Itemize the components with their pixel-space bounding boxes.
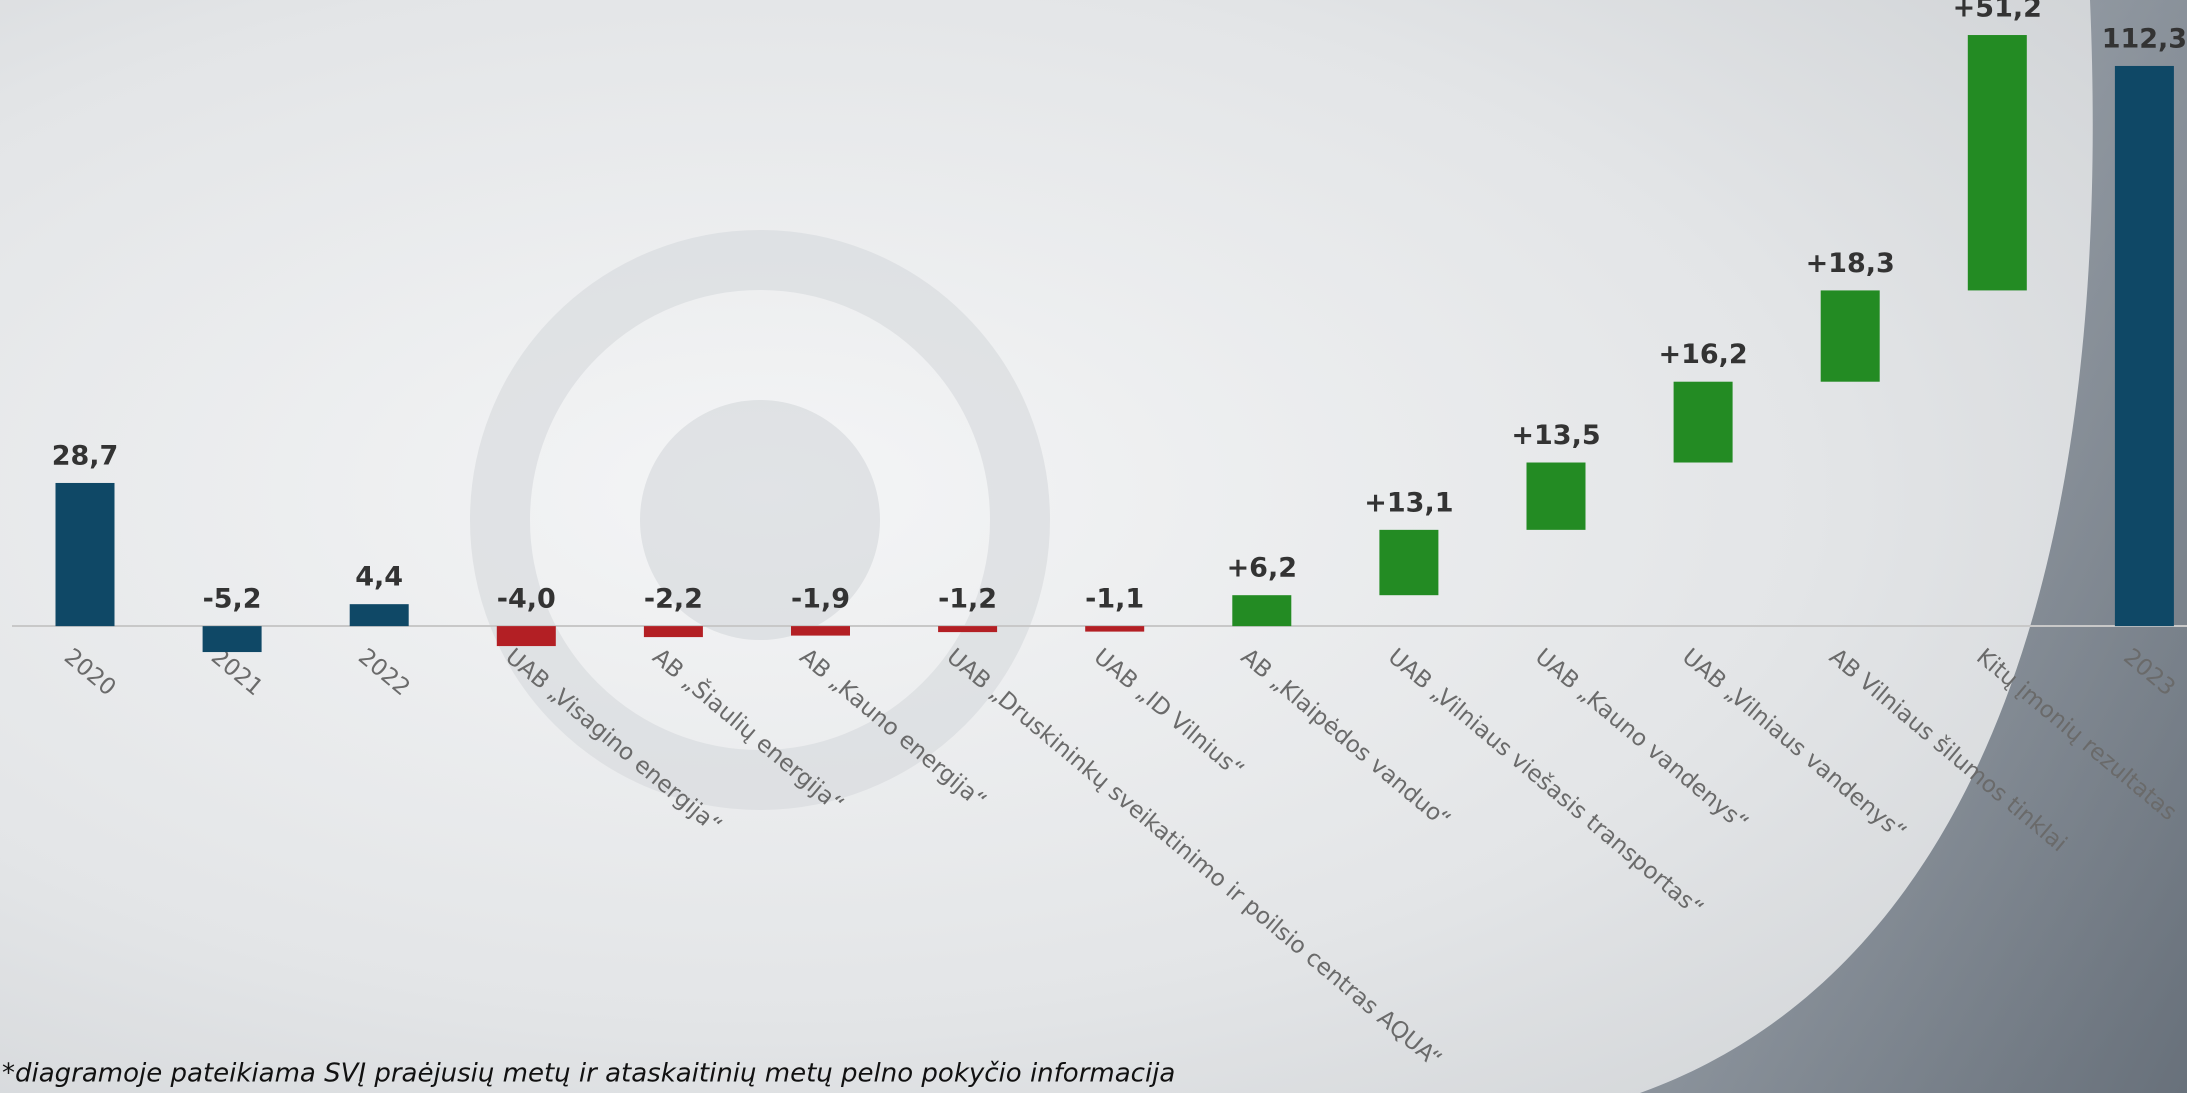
value-label: +16,2 bbox=[1658, 339, 1747, 370]
bar bbox=[202, 626, 262, 653]
bar bbox=[643, 626, 703, 638]
value-label: -1,1 bbox=[1085, 584, 1144, 615]
value-label: -4,0 bbox=[497, 584, 556, 615]
bar bbox=[1526, 462, 1586, 530]
value-label: +6,2 bbox=[1227, 553, 1297, 584]
bar bbox=[1967, 35, 2027, 291]
value-label: +18,3 bbox=[1806, 248, 1895, 279]
bar bbox=[55, 482, 115, 627]
gear-shape bbox=[640, 400, 880, 640]
bar bbox=[1673, 381, 1733, 463]
value-label: -1,2 bbox=[938, 584, 997, 615]
value-label: +13,5 bbox=[1511, 420, 1600, 451]
value-label: 4,4 bbox=[355, 562, 403, 593]
bar bbox=[1085, 626, 1145, 632]
bar bbox=[791, 626, 850, 636]
bar bbox=[349, 604, 409, 627]
gear-shape bbox=[470, 230, 1050, 810]
value-label: -5,2 bbox=[203, 584, 262, 615]
value-label: 28,7 bbox=[52, 440, 119, 471]
value-label: -1,9 bbox=[791, 584, 850, 615]
background-shape bbox=[1640, 0, 2187, 1093]
value-label: 112,3 bbox=[2102, 23, 2187, 54]
value-label: +51,2 bbox=[1953, 0, 2042, 24]
bar bbox=[496, 626, 556, 647]
bar bbox=[1820, 290, 1880, 382]
footnote: *diagramoje pateikiama SVĮ praėjusių met… bbox=[2, 1059, 1175, 1089]
bar bbox=[1379, 529, 1439, 596]
value-label: +13,1 bbox=[1364, 487, 1453, 518]
bar bbox=[2114, 65, 2174, 627]
value-label: -2,2 bbox=[644, 584, 703, 615]
bar bbox=[1232, 595, 1292, 627]
bar bbox=[938, 626, 998, 633]
